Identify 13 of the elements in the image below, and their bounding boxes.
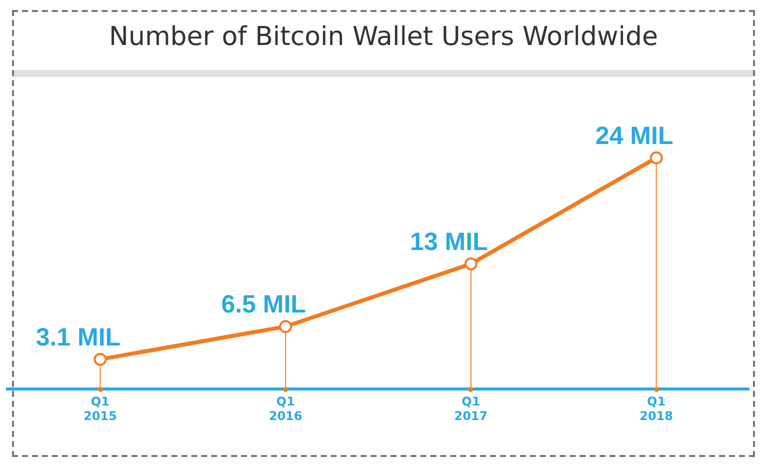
x-tick-label: Q1 2017 bbox=[454, 394, 488, 423]
data-label: 3.1 MIL bbox=[36, 323, 121, 352]
point bbox=[464, 257, 478, 270]
x-tick-label: Q1 2016 bbox=[268, 394, 302, 423]
point bbox=[94, 352, 107, 366]
data-label: 6.5 MIL bbox=[221, 290, 306, 319]
x-tick-label: Q1 2018 bbox=[640, 394, 674, 423]
data-label: 24 MIL bbox=[595, 122, 674, 150]
x-tick-label: Q1 2015 bbox=[83, 394, 117, 423]
data-label: 13 MIL bbox=[410, 228, 488, 256]
point bbox=[279, 320, 292, 334]
point bbox=[650, 151, 663, 164]
chart-title: Number of Bitcoin Wallet Users Worldwide bbox=[108, 22, 659, 54]
